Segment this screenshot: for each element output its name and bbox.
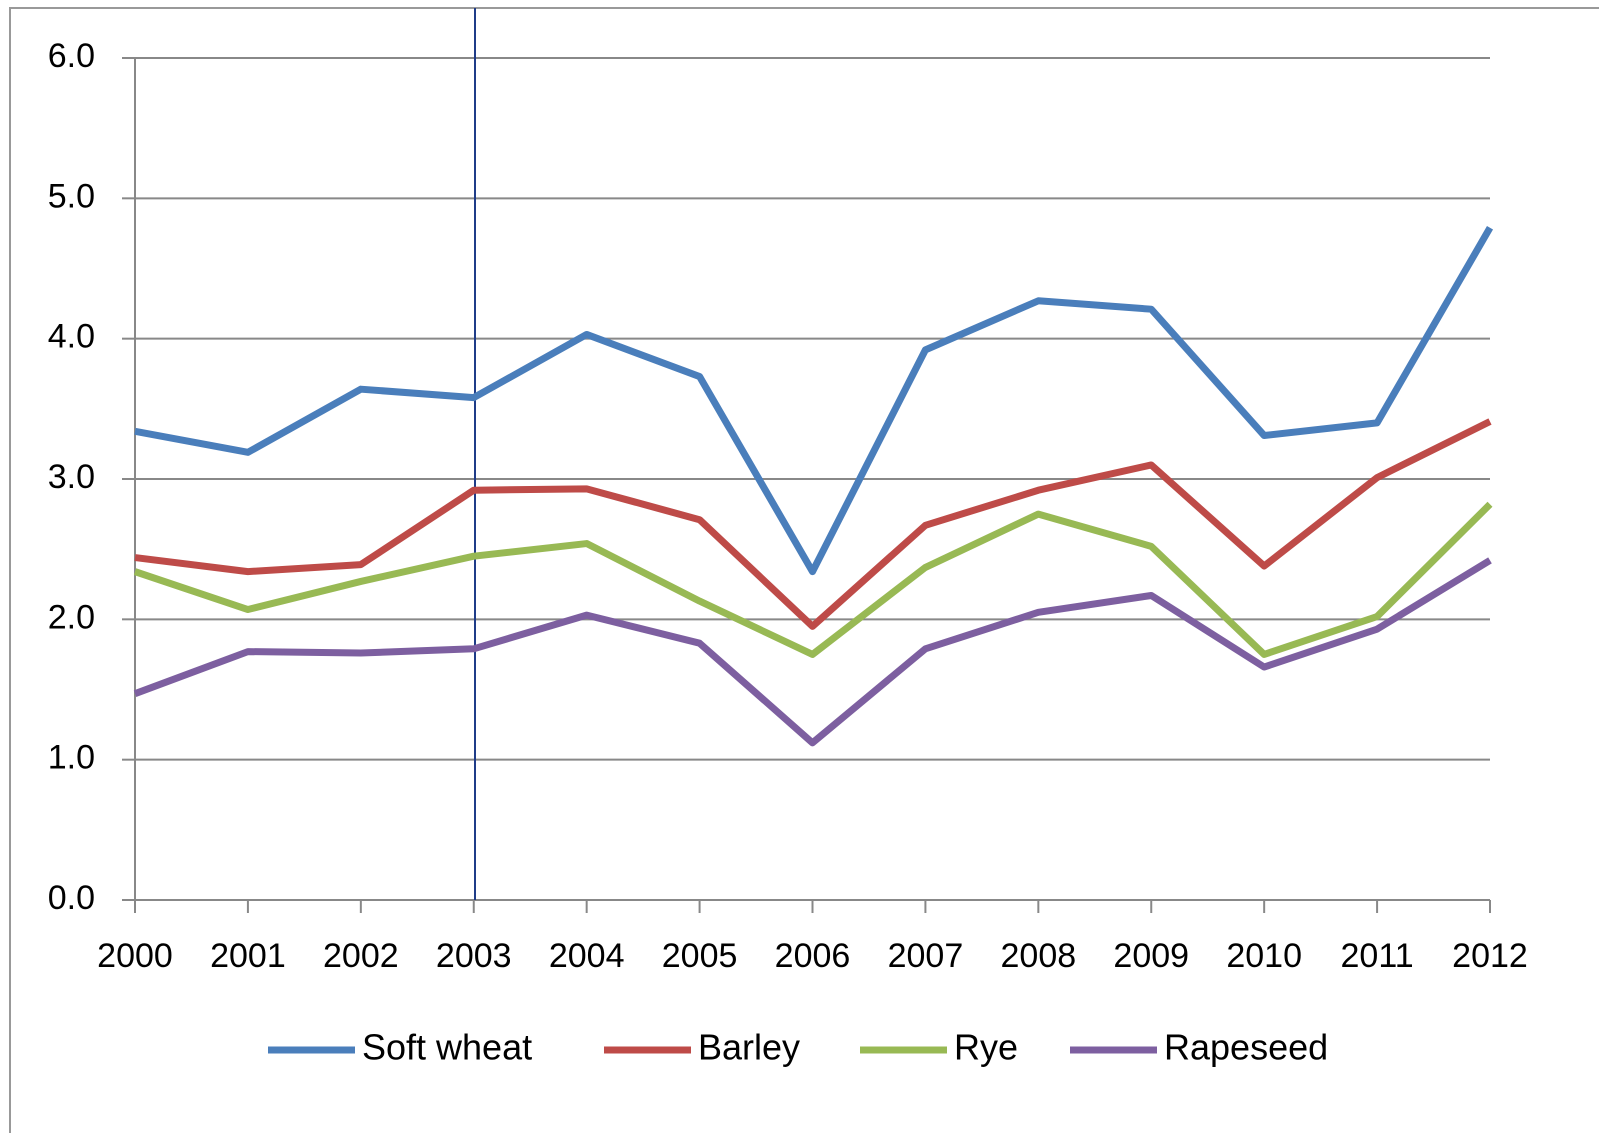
y-tick-label: 3.0 xyxy=(48,458,95,496)
legend-label: Rye xyxy=(954,1027,1018,1068)
x-tick-label: 2007 xyxy=(888,937,964,975)
x-tick-label: 2005 xyxy=(662,937,738,975)
y-tick-label: 2.0 xyxy=(48,598,95,636)
legend: Soft wheat Barley Rye Rapeseed xyxy=(268,1027,1328,1068)
lines xyxy=(133,226,1494,747)
legend-label: Rapeseed xyxy=(1164,1027,1328,1068)
x-tick-label: 2012 xyxy=(1452,937,1528,975)
y-tick-label: 5.0 xyxy=(48,177,95,215)
x-tick-label: 2002 xyxy=(323,937,399,975)
series-line xyxy=(134,418,1492,630)
y-tick-label: 1.0 xyxy=(48,739,95,777)
y-tick-label: 0.0 xyxy=(48,879,95,917)
x-tick-label: 2004 xyxy=(549,937,625,975)
y-tick-label: 6.0 xyxy=(48,37,95,75)
y-tick-label: 4.0 xyxy=(48,318,95,356)
x-tick-label: 2010 xyxy=(1226,937,1302,975)
series-line xyxy=(133,557,1492,747)
x-tick-label: 2006 xyxy=(775,937,851,975)
x-tick-label: 2009 xyxy=(1113,937,1189,975)
series-line xyxy=(134,226,1494,576)
chart-border xyxy=(9,7,1599,1133)
legend-label: Barley xyxy=(698,1027,800,1068)
x-tick-label: 2001 xyxy=(210,937,286,975)
series-line xyxy=(133,501,1493,658)
x-tick-label: 2008 xyxy=(1001,937,1077,975)
x-tick-label: 2011 xyxy=(1341,937,1414,975)
legend-label: Soft wheat xyxy=(362,1027,532,1068)
x-tick-label: 2003 xyxy=(436,937,512,975)
grid: 0.0 1.0 2.0 3.0 4.0 5.0 6.0 2000 2001 2002 2003 200… xyxy=(48,37,1528,975)
x-tick-label: 2000 xyxy=(97,937,173,975)
